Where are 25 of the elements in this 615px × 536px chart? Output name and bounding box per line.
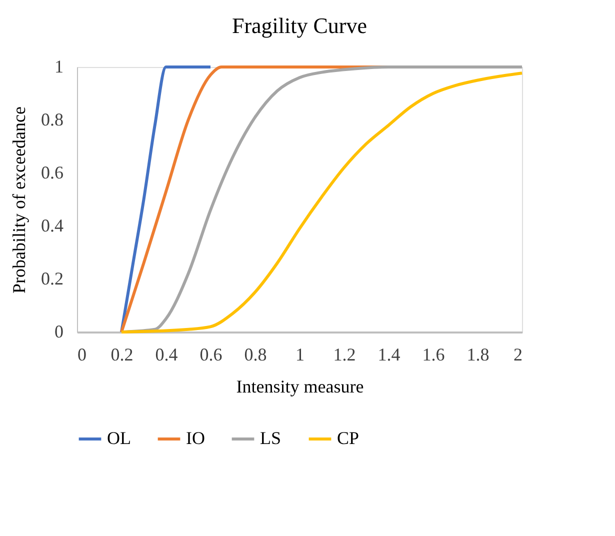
y-axis-title: Probability of exceedance bbox=[9, 106, 29, 294]
x-tick-label: 0 bbox=[78, 344, 86, 364]
chart-title: Fragility Curve bbox=[232, 13, 368, 38]
y-tick-label: 0 bbox=[54, 322, 64, 342]
line-series bbox=[120, 66, 212, 334]
x-tick-label: 1.6 bbox=[422, 344, 445, 364]
x-tick-label: 2 bbox=[514, 344, 522, 364]
legend-label: LS bbox=[260, 428, 282, 448]
x-tick-label: 0.2 bbox=[110, 344, 134, 364]
x-tick-label: 0.8 bbox=[244, 344, 267, 364]
x-tick-label: 1.2 bbox=[333, 344, 356, 364]
x-tick-label: 1 bbox=[296, 344, 304, 364]
x-axis-title: Intensity measure bbox=[236, 376, 364, 396]
y-tick-label: 0.2 bbox=[41, 268, 64, 288]
x-tick-label: 0.4 bbox=[155, 344, 178, 364]
y-tick-label: 0.8 bbox=[41, 110, 64, 130]
x-tick-label: 1.4 bbox=[378, 344, 400, 364]
y-tick-label: 0.6 bbox=[41, 162, 64, 182]
x-tick-label: 1.8 bbox=[466, 344, 490, 364]
legend-label: IO bbox=[186, 428, 205, 448]
legend-label: CP bbox=[337, 428, 360, 448]
legend-label: OL bbox=[107, 428, 131, 448]
x-tick-label: 0.6 bbox=[200, 344, 222, 364]
y-tick-label: 1 bbox=[54, 56, 64, 76]
y-tick-label: 0.4 bbox=[41, 216, 64, 236]
